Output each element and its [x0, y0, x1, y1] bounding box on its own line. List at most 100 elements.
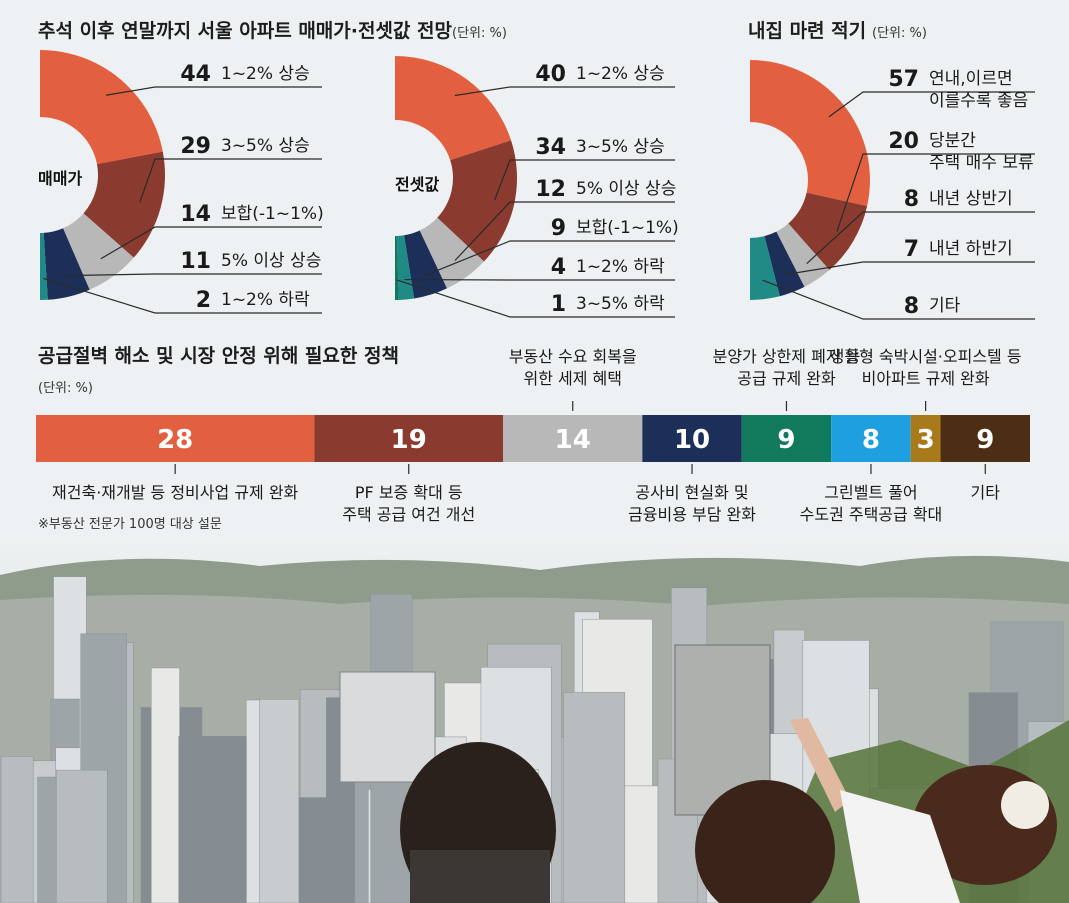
slice-label: 이를수록 좋음	[929, 91, 1028, 111]
slice-value: 40	[535, 62, 566, 87]
buy-timing-unit: (단위: %)	[872, 26, 927, 41]
survey-note: ※부동산 전문가 100명 대상 설문	[38, 517, 222, 532]
bar-segment	[831, 415, 911, 462]
building	[259, 699, 300, 903]
bar-segment	[741, 415, 832, 462]
segment-label: 기타	[971, 483, 1001, 502]
segment-label: 공급 규제 완화	[737, 369, 836, 388]
segment-value: 9	[976, 425, 994, 455]
slice-value: 14	[180, 202, 211, 227]
slice-label: 당분간	[929, 131, 976, 151]
segment-label: 비아파트 규제 완화	[862, 369, 990, 388]
building	[55, 769, 108, 903]
segment-label: 금융비용 부담 완화	[628, 505, 756, 524]
donut-slice	[395, 56, 512, 161]
slice-value: 4	[551, 255, 566, 280]
sale-price-label: 매매가	[38, 169, 82, 188]
slice-value: 2	[196, 288, 211, 313]
segment-value: 19	[391, 425, 427, 455]
slice-value: 1	[551, 292, 566, 317]
slice-value: 57	[888, 67, 919, 92]
slice-label: 1~2% 상승	[221, 64, 310, 84]
segment-label: 부동산 수요 회복을	[509, 347, 637, 366]
leader-line	[454, 201, 675, 261]
policy-stacked-bar: 28 재건축·재개발 등 정비사업 규제 완화 19 PF 보증 확대 등주택 공급 …	[36, 347, 1030, 524]
donut-slice	[63, 213, 134, 290]
donut-slice	[764, 231, 805, 297]
segment-label: 재건축·재개발 등 정비사업 규제 완화	[52, 483, 299, 502]
segment-label: 위한 세제 혜택	[524, 369, 623, 388]
slice-label: 3~5% 하락	[576, 294, 665, 314]
donut-slice	[404, 230, 447, 299]
leader-line	[139, 158, 322, 203]
price-outlook-unit: (단위: %)	[452, 26, 507, 41]
slice-value: 7	[904, 237, 919, 262]
bar-segment	[36, 415, 315, 462]
building	[0, 756, 34, 903]
slice-label: 3~5% 상승	[221, 136, 310, 156]
leader-line	[43, 277, 322, 314]
segment-label: 공사비 현실화 및	[635, 483, 748, 502]
price-outlook-title: 추석 이후 연말까지 서울 아파트 매매가·전셋값 전망	[38, 20, 453, 42]
slice-label: 주택 매수 보류	[929, 153, 1034, 173]
policy-unit: (단위: %)	[38, 381, 93, 396]
bar-segment	[910, 415, 941, 462]
leader-line	[424, 240, 675, 277]
segment-label: 주택 공급 여건 개선	[342, 505, 475, 524]
building	[178, 736, 247, 903]
leader-line	[64, 273, 322, 277]
slice-label: 연내,이르면	[929, 69, 1013, 89]
segment-value: 9	[777, 425, 795, 455]
slice-label: 5% 이상 상승	[221, 251, 321, 271]
slice-label: 1~2% 상승	[576, 64, 665, 84]
slice-label: 보합(-1~1%)	[576, 218, 679, 238]
segment-value: 8	[862, 425, 880, 455]
buy-timing-title: 내집 마련 적기	[748, 20, 866, 42]
slice-label: 1~2% 하락	[221, 290, 310, 310]
slice-value: 11	[180, 249, 211, 274]
donut-slice	[395, 235, 399, 300]
slice-label: 5% 이상 상승	[576, 179, 676, 199]
leader-line	[396, 279, 675, 318]
slice-value: 34	[535, 135, 566, 160]
slice-value: 8	[904, 294, 919, 319]
city-photo	[0, 540, 1069, 903]
segment-value: 3	[917, 425, 935, 455]
slice-label: 1~2% 하락	[576, 257, 665, 277]
leader-line	[785, 261, 1035, 276]
donut-slice	[750, 60, 870, 207]
leader-line	[762, 279, 1035, 320]
donut-slice	[776, 223, 830, 287]
building	[563, 692, 626, 903]
bar-segment	[940, 415, 1030, 462]
segment-value: 10	[674, 425, 710, 455]
policy-title: 공급절벽 해소 및 시장 안정 위해 필요한 정책	[38, 345, 399, 367]
leader-line	[828, 91, 1035, 118]
leader-line	[100, 226, 322, 260]
segment-label: PF 보증 확대 등	[355, 483, 463, 502]
building	[151, 667, 180, 903]
segment-label: 그린벨트 풀어	[824, 483, 917, 502]
donut-slice	[83, 151, 165, 258]
slice-label: 기타	[929, 296, 961, 316]
slice-value: 29	[180, 134, 211, 159]
slice-label: 내년 상반기	[929, 189, 1013, 209]
sale-price-donut: 44 1~2% 상승 29 3~5% 상승 14 보합(-1~1%) 11 5% 이상 상승 2…	[40, 50, 324, 314]
leader-line	[806, 211, 1035, 264]
leader-line	[493, 159, 675, 201]
slice-value: 20	[888, 129, 919, 154]
tower	[339, 671, 436, 783]
leader-line	[454, 86, 675, 97]
segment-label: 분양가 상한제 폐지 등	[713, 347, 861, 366]
donut-slice	[40, 232, 48, 300]
slice-label: 내년 하반기	[929, 239, 1013, 259]
slice-value: 44	[180, 62, 211, 87]
donut-slice	[437, 140, 517, 262]
slice-label: 3~5% 상승	[576, 137, 665, 157]
bar-segment	[314, 415, 504, 462]
donut-slice	[40, 50, 163, 165]
slice-value: 8	[904, 187, 919, 212]
